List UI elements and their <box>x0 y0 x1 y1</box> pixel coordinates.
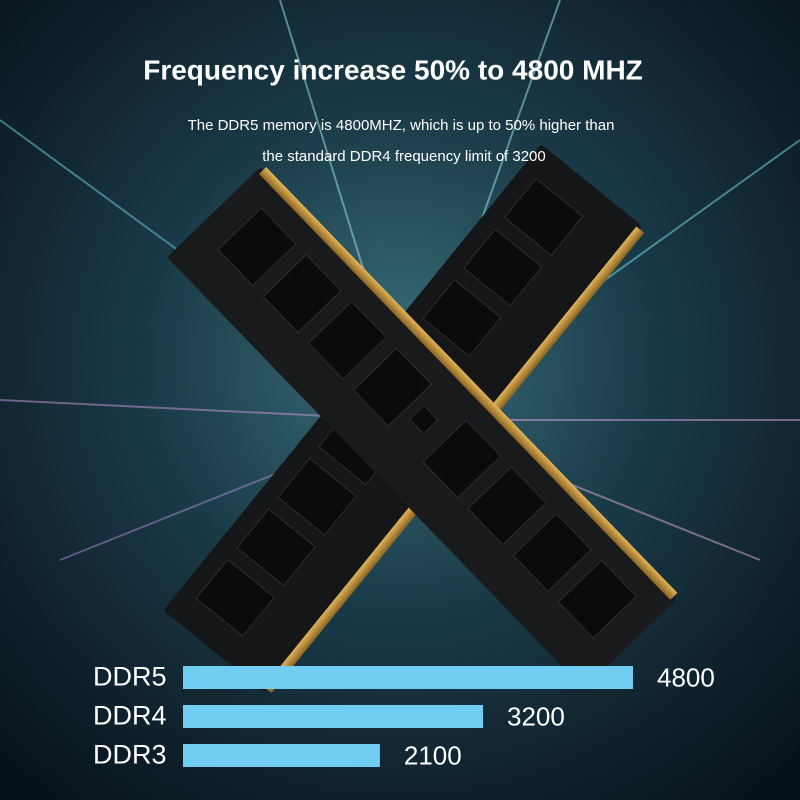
title: Frequency increase 50% to 4800 MHZ <box>143 54 643 85</box>
bar <box>183 705 483 728</box>
subtitle: The DDR5 memory is 4800MHZ, which is up … <box>188 117 615 134</box>
category-label: DDR5 <box>93 662 167 692</box>
value-label: 2100 <box>404 740 462 770</box>
bar <box>183 666 633 689</box>
value-label: 3200 <box>507 701 565 731</box>
value-label: 4800 <box>657 662 715 692</box>
subtitle: the standard DDR4 frequency limit of 320… <box>262 148 545 165</box>
category-label: DDR4 <box>93 701 167 731</box>
bar <box>183 744 380 767</box>
ram-stick <box>168 167 678 688</box>
category-label: DDR3 <box>93 740 167 770</box>
